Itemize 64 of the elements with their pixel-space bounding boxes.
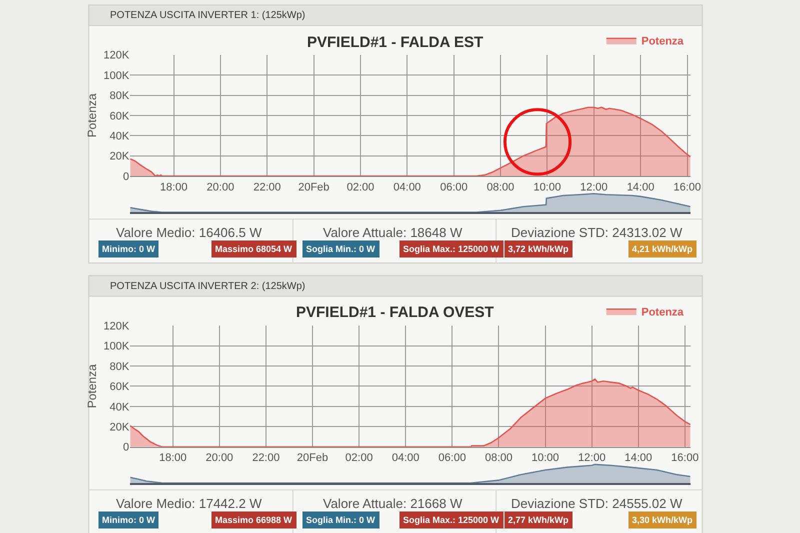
text: 3,72 kWh/kWp <box>508 244 570 254</box>
x-tick-label: 16:00 <box>671 452 699 464</box>
text: 2,77 kWh/kWp <box>508 515 570 525</box>
x-tick-label: 04:00 <box>393 181 421 194</box>
text: POTENZA USCITA INVERTER 1: (125kWp) <box>110 10 306 21</box>
x-tick-label: 18:00 <box>160 181 188 194</box>
x-tick-label: 20Feb <box>296 452 328 464</box>
y-tick-label: 80K <box>110 360 130 373</box>
x-tick-label: 22:00 <box>252 452 280 464</box>
chart-title: PVFIELD#1 - FALDA OVEST <box>296 304 494 321</box>
text: Valore Attuale: 21668 W <box>323 496 463 511</box>
y-tick-label: 40K <box>110 130 130 143</box>
text: Massimo 68054 W <box>215 244 293 254</box>
text: Massimo 66988 W <box>215 515 293 525</box>
x-tick-label: 12:00 <box>580 181 608 194</box>
x-tick-label: 02:00 <box>345 452 373 464</box>
legend-label: Potenza <box>641 306 684 318</box>
x-tick-label: 04:00 <box>392 452 420 464</box>
y-tick-label: 20K <box>110 150 130 163</box>
x-tick-label: 08:00 <box>484 452 512 464</box>
legend-label: Potenza <box>641 36 684 48</box>
y-axis-title: Potenza <box>84 364 99 408</box>
x-tick-label: 16:00 <box>674 181 702 194</box>
text: Valore Attuale: 18648 W <box>323 225 463 240</box>
x-tick-label: 10:00 <box>532 452 560 464</box>
x-tick-label: 18:00 <box>159 452 187 464</box>
y-axis-title: Potenza <box>84 93 99 138</box>
text: POTENZA USCITA INVERTER 2: (125kWp) <box>110 281 306 292</box>
y-tick-label: 0 <box>123 170 130 183</box>
y-tick-label: 100K <box>103 340 130 353</box>
y-tick-label: 120K <box>103 320 130 332</box>
x-tick-label: 14:00 <box>626 181 654 194</box>
x-tick-label: 20Feb <box>298 181 330 194</box>
x-tick-label: 22:00 <box>253 181 281 194</box>
y-tick-label: 40K <box>110 401 130 414</box>
y-tick-label: 80K <box>110 90 130 102</box>
text: Deviazione STD: 24555.02 W <box>511 496 683 511</box>
x-tick-label: 20:00 <box>206 452 234 464</box>
y-tick-label: 0 <box>123 442 130 454</box>
y-tick-label: 60K <box>110 110 130 122</box>
x-tick-label: 02:00 <box>346 181 374 194</box>
text: Soglia Max.: 125000 W <box>403 515 500 525</box>
x-tick-label: 14:00 <box>624 452 652 464</box>
text: 4,21 kWh/kWp <box>632 244 694 254</box>
text: Minimo: 0 W <box>102 244 156 254</box>
y-tick-label: 100K <box>103 70 130 82</box>
text: Soglia Min.: 0 W <box>306 244 376 254</box>
x-tick-label: 06:00 <box>440 181 468 194</box>
y-tick-label: 20K <box>110 421 130 434</box>
text: 3,30 kWh/kWp <box>632 515 694 525</box>
x-tick-label: 06:00 <box>438 452 466 464</box>
text: Soglia Max.: 125000 W <box>403 244 500 254</box>
text: Deviazione STD: 24313.02 W <box>511 225 683 240</box>
y-tick-label: 120K <box>103 50 130 62</box>
y-tick-label: 60K <box>110 381 130 394</box>
text: Valore Medio: 17442.2 W <box>116 496 262 511</box>
x-tick-label: 20:00 <box>206 181 234 194</box>
text: Soglia Min.: 0 W <box>306 515 376 525</box>
x-tick-label: 12:00 <box>578 452 606 464</box>
text: Valore Medio: 16406.5 W <box>116 225 262 240</box>
chart-title: PVFIELD#1 - FALDA EST <box>307 34 484 51</box>
text: Minimo: 0 W <box>102 515 156 525</box>
x-tick-label: 10:00 <box>533 181 561 194</box>
x-tick-label: 08:00 <box>486 181 514 194</box>
